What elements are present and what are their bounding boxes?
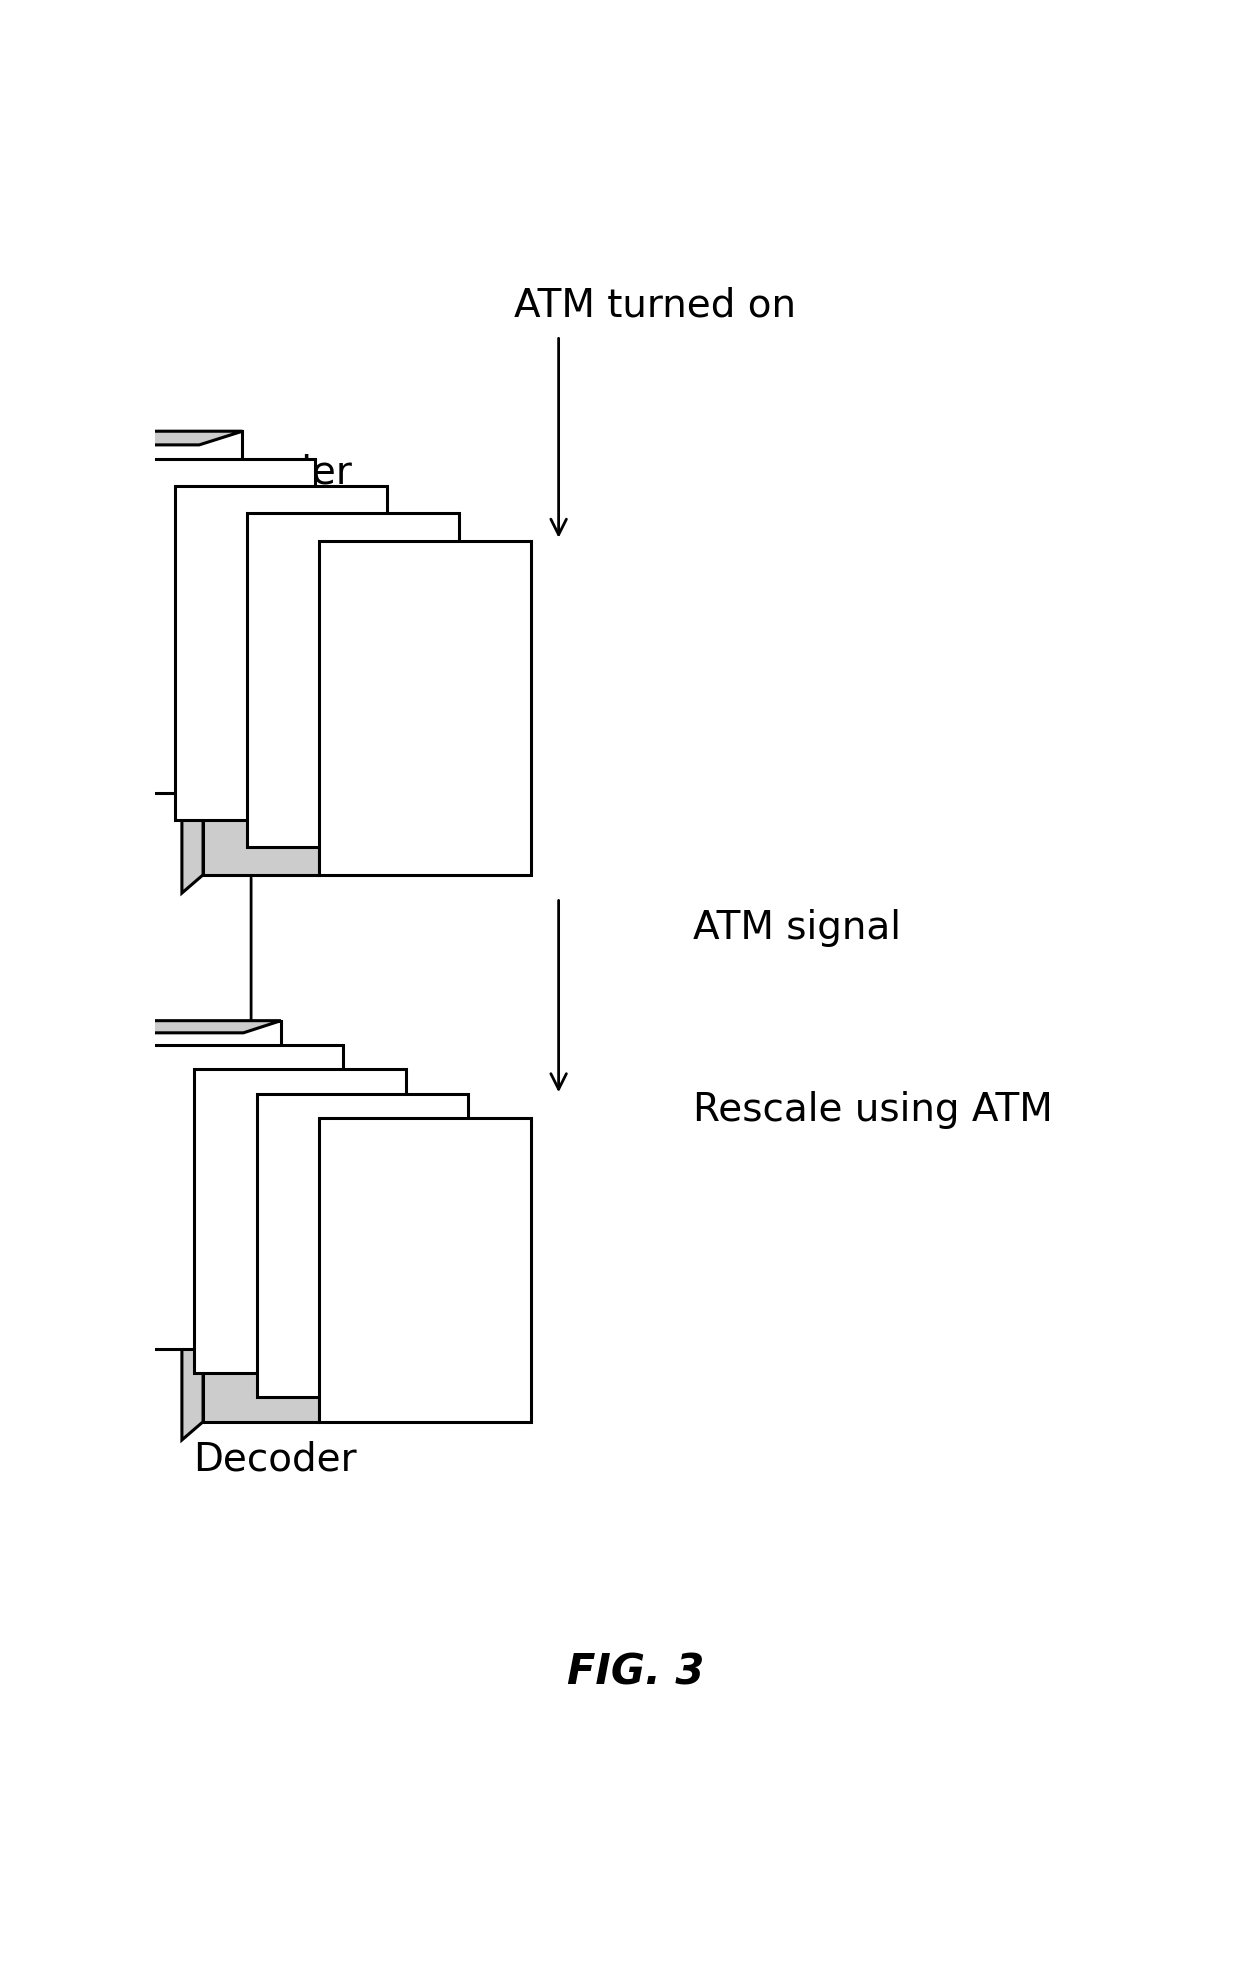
Text: Encoder: Encoder bbox=[193, 454, 352, 491]
Bar bbox=[69, 1020, 281, 1324]
Bar bbox=[320, 541, 531, 874]
Bar bbox=[320, 1119, 531, 1423]
Bar bbox=[257, 1093, 469, 1397]
Text: Decoder: Decoder bbox=[193, 1440, 357, 1478]
Polygon shape bbox=[182, 1119, 320, 1136]
Bar bbox=[203, 1119, 320, 1423]
Text: Rescale using ATM: Rescale using ATM bbox=[693, 1091, 1053, 1129]
Text: ATM turned on: ATM turned on bbox=[513, 286, 796, 324]
Polygon shape bbox=[0, 432, 243, 444]
Polygon shape bbox=[182, 541, 320, 558]
Bar bbox=[103, 458, 315, 793]
Polygon shape bbox=[32, 1020, 281, 1032]
Bar bbox=[131, 1046, 343, 1350]
Bar bbox=[195, 1069, 405, 1373]
Bar bbox=[247, 513, 459, 848]
Text: FIG. 3: FIG. 3 bbox=[567, 1651, 704, 1693]
Polygon shape bbox=[182, 1119, 203, 1440]
Bar bbox=[203, 541, 320, 874]
Bar bbox=[175, 485, 387, 821]
Bar bbox=[31, 432, 243, 766]
Text: ATM signal: ATM signal bbox=[693, 910, 901, 947]
Polygon shape bbox=[182, 541, 203, 894]
